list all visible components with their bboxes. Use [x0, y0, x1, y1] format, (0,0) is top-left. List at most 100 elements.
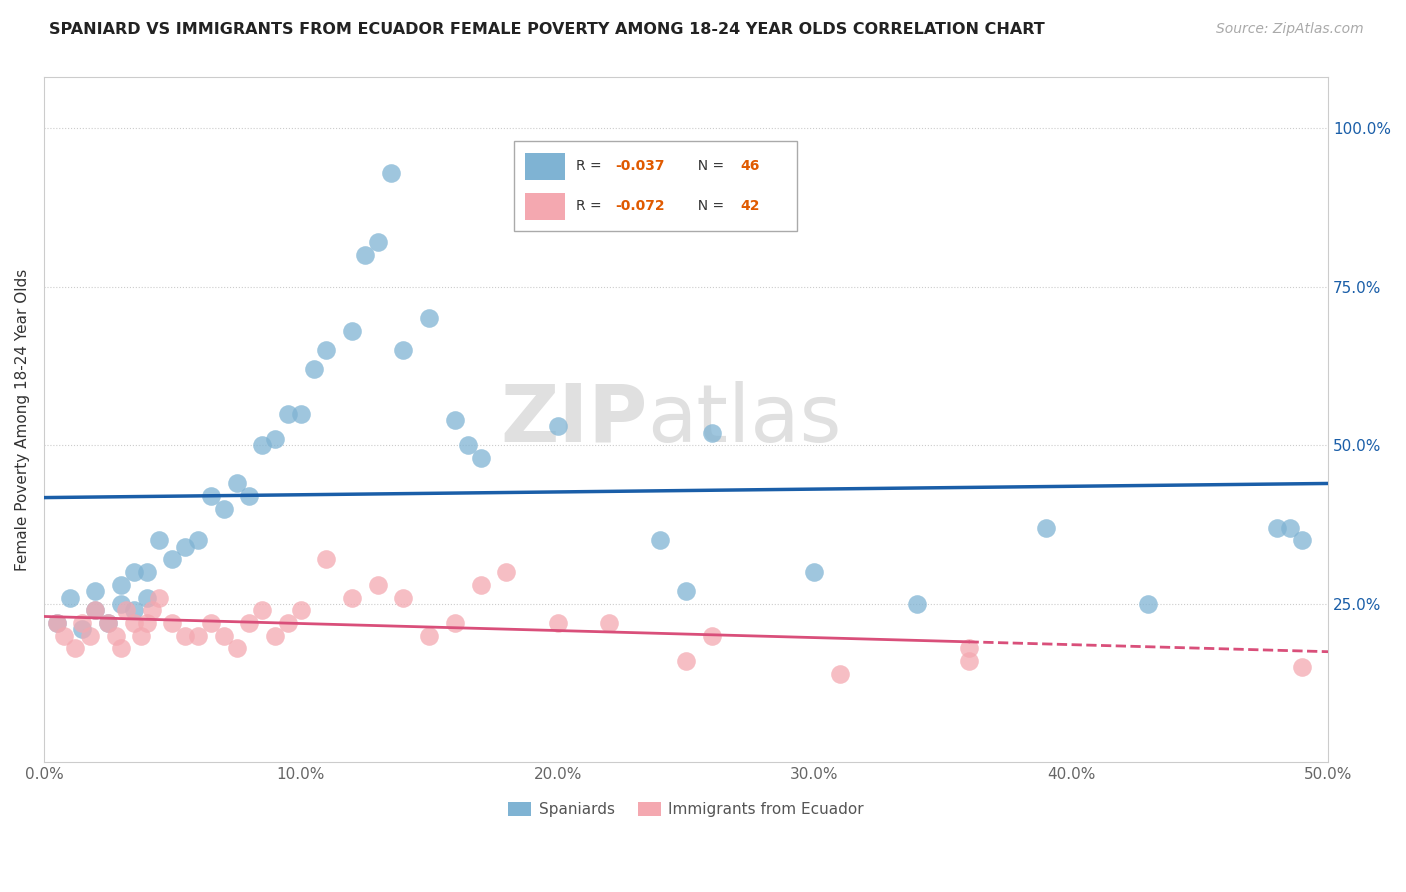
Point [700, 629, 723, 643]
Point [367, 235, 389, 250]
Point [225, 641, 247, 656]
Point [277, 407, 299, 421]
Point [905, 597, 928, 611]
Point [380, 165, 402, 179]
Point [79, 629, 101, 643]
Point [418, 629, 440, 643]
Point [457, 438, 479, 452]
Text: 42: 42 [740, 199, 759, 212]
Point [302, 362, 325, 376]
Point [84, 584, 107, 599]
Point [84, 603, 107, 617]
Point [162, 615, 184, 630]
Point [803, 565, 825, 579]
Point [187, 629, 209, 643]
Point [264, 629, 287, 643]
Point [45, 615, 67, 630]
Text: atlas: atlas [648, 381, 842, 459]
Point [225, 476, 247, 491]
Point [1291, 533, 1313, 548]
Point [1278, 521, 1301, 535]
Point [45, 615, 67, 630]
Point [238, 489, 260, 503]
Point [1137, 597, 1160, 611]
Point [598, 615, 620, 630]
Point [444, 615, 467, 630]
Point [315, 552, 337, 566]
Point [290, 603, 312, 617]
Bar [524, 153, 565, 180]
Point [97, 615, 120, 630]
Point [200, 489, 222, 503]
Point [110, 578, 132, 592]
Point [131, 629, 153, 643]
Point [392, 591, 415, 605]
Point [58, 591, 80, 605]
Text: ZIP: ZIP [501, 381, 648, 459]
Point [315, 343, 337, 358]
Point [444, 413, 467, 427]
Text: 46: 46 [740, 160, 759, 173]
Point [122, 615, 145, 630]
Point [495, 565, 517, 579]
Point [650, 533, 672, 548]
Point [700, 425, 723, 440]
Point [135, 615, 157, 630]
Point [675, 584, 697, 599]
Point [675, 654, 697, 668]
Point [110, 641, 132, 656]
Point [418, 311, 440, 326]
Point [238, 615, 260, 630]
Point [340, 591, 363, 605]
Point [547, 615, 569, 630]
Point [135, 591, 157, 605]
Point [957, 654, 980, 668]
Point [367, 578, 389, 592]
Text: -0.072: -0.072 [616, 199, 665, 212]
Text: Source: ZipAtlas.com: Source: ZipAtlas.com [1216, 22, 1364, 37]
Text: R =: R = [576, 199, 606, 212]
Point [250, 603, 273, 617]
Text: N =: N = [689, 199, 728, 212]
Point [547, 419, 569, 434]
Point [1265, 521, 1288, 535]
Point [72, 622, 94, 636]
Point [84, 603, 107, 617]
Point [110, 597, 132, 611]
Point [72, 615, 94, 630]
Point [470, 450, 492, 465]
Point [340, 324, 363, 338]
Point [122, 565, 145, 579]
Legend: Spaniards, Immigrants from Ecuador: Spaniards, Immigrants from Ecuador [502, 796, 870, 823]
Point [470, 578, 492, 592]
Y-axis label: Female Poverty Among 18-24 Year Olds: Female Poverty Among 18-24 Year Olds [15, 268, 30, 571]
FancyBboxPatch shape [513, 142, 797, 231]
Point [162, 552, 184, 566]
Point [187, 533, 209, 548]
Point [1291, 660, 1313, 674]
Point [122, 603, 145, 617]
Point [148, 591, 170, 605]
Point [97, 615, 120, 630]
Point [1035, 521, 1057, 535]
Point [115, 603, 138, 617]
Point [277, 615, 299, 630]
Point [200, 615, 222, 630]
Point [250, 438, 273, 452]
Bar [524, 194, 565, 220]
Point [290, 407, 312, 421]
Point [392, 343, 415, 358]
Point [141, 603, 163, 617]
Text: SPANIARD VS IMMIGRANTS FROM ECUADOR FEMALE POVERTY AMONG 18-24 YEAR OLDS CORRELA: SPANIARD VS IMMIGRANTS FROM ECUADOR FEMA… [49, 22, 1045, 37]
Point [174, 629, 197, 643]
Point [135, 565, 157, 579]
Point [212, 629, 235, 643]
Point [957, 641, 980, 656]
Point [174, 540, 197, 554]
Point [354, 248, 377, 262]
Text: N =: N = [689, 160, 728, 173]
Point [830, 666, 852, 681]
Point [212, 501, 235, 516]
Text: R =: R = [576, 160, 606, 173]
Point [104, 629, 127, 643]
